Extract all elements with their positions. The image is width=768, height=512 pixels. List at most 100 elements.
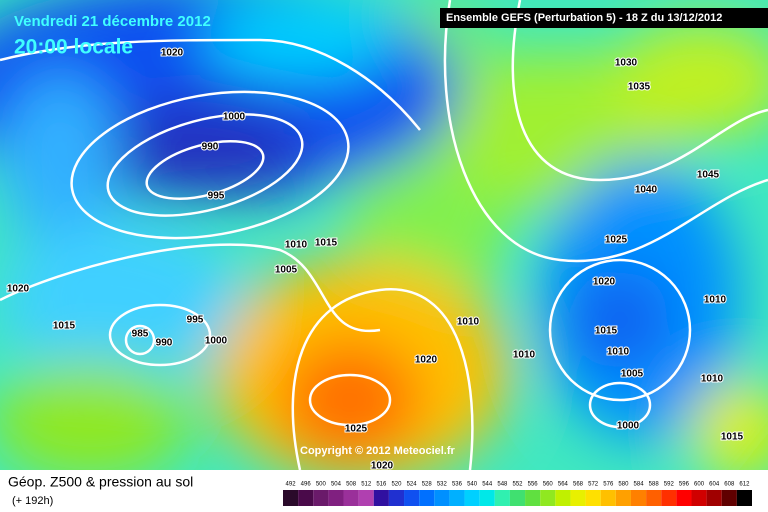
legend-swatch — [721, 490, 737, 506]
isobar-label: 1010 — [704, 295, 727, 306]
map-fill — [0, 0, 768, 470]
legend-swatch — [585, 490, 601, 506]
legend-label: 576 — [603, 482, 614, 488]
isobar-label: 1020 — [371, 461, 394, 472]
legend-label: 512 — [361, 482, 372, 488]
isobar-label: 990 — [202, 142, 219, 153]
legend-swatch — [434, 490, 450, 506]
isobar-label: 1015 — [53, 321, 76, 332]
isobar-label: 1000 — [617, 421, 640, 432]
legend-label: 516 — [376, 482, 387, 488]
isobar-label: 1010 — [607, 347, 630, 358]
legend-swatch — [570, 490, 586, 506]
legend-label: 572 — [588, 482, 599, 488]
isobars — [0, 0, 768, 470]
legend-label: 504 — [331, 482, 342, 488]
isobar-label: 1035 — [628, 82, 651, 93]
legend-swatch — [373, 490, 389, 506]
isobar-label: 1010 — [513, 350, 536, 361]
legend-swatch — [419, 490, 435, 506]
map-time: 20:00 locale — [14, 36, 133, 59]
legend-label: 584 — [634, 482, 645, 488]
legend-label: 580 — [618, 482, 629, 488]
legend-label: 536 — [452, 482, 463, 488]
legend-label: 544 — [482, 482, 493, 488]
isobar-label: 1020 — [7, 284, 30, 295]
legend-label: 568 — [573, 482, 584, 488]
isobar-label: 1005 — [275, 265, 298, 276]
legend-swatch — [646, 490, 662, 506]
legend-swatch — [525, 490, 541, 506]
isobar-label: 1045 — [697, 170, 720, 181]
isobar-label: 995 — [187, 315, 204, 326]
legend-label: 520 — [391, 482, 402, 488]
isobar-label: 995 — [208, 191, 225, 202]
legend-swatch — [449, 490, 465, 506]
legend-swatch — [706, 490, 722, 506]
isobar-label: 985 — [132, 329, 149, 340]
legend-label: 532 — [437, 482, 448, 488]
isobar-label: 1015 — [595, 326, 618, 337]
legend-label: 524 — [407, 482, 418, 488]
legend-swatch — [691, 490, 707, 506]
legend-swatch — [555, 490, 571, 506]
legend-label: 540 — [467, 482, 478, 488]
isobar-label: 1015 — [315, 238, 338, 249]
legend-label: 564 — [558, 482, 569, 488]
legend-swatch — [313, 490, 329, 506]
legend-swatch — [600, 490, 616, 506]
model-box — [440, 8, 768, 28]
isobar-label: 1020 — [415, 355, 438, 366]
legend-swatch — [464, 490, 480, 506]
legend-label: 492 — [286, 482, 297, 488]
legend-label: 528 — [422, 482, 433, 488]
legend-label: 552 — [512, 482, 523, 488]
isobar-label: 1025 — [345, 424, 368, 435]
height-field — [0, 0, 768, 470]
legend-label: 496 — [301, 482, 312, 488]
legend-swatch — [494, 490, 510, 506]
legend-swatch — [343, 490, 359, 506]
legend-label: 612 — [739, 482, 750, 488]
legend-swatch — [661, 490, 677, 506]
isobar-label: 1025 — [605, 235, 628, 246]
legend-swatch — [540, 490, 556, 506]
legend-swatch — [358, 490, 374, 506]
isobar-label: 1000 — [205, 336, 228, 347]
legend-swatch — [283, 490, 299, 506]
legend-label: 556 — [528, 482, 539, 488]
legend-label: 508 — [346, 482, 357, 488]
legend-label: 560 — [543, 482, 554, 488]
legend-swatch — [736, 490, 752, 506]
legend-swatch — [328, 490, 344, 506]
isobar-label: 1020 — [161, 48, 184, 59]
legend-swatch — [404, 490, 420, 506]
map-date: Vendredi 21 décembre 2012 — [14, 13, 211, 30]
legend-label: 596 — [679, 482, 690, 488]
legend-label: 608 — [724, 482, 735, 488]
isobar-label: 1000 — [223, 112, 246, 123]
isobar-label: 1040 — [635, 185, 658, 196]
isobar-label: 1010 — [701, 374, 724, 385]
legend-swatch — [630, 490, 647, 506]
isobar-label: 990 — [156, 338, 173, 349]
legend-label: 500 — [316, 482, 327, 488]
isobar-label: 1010 — [285, 240, 308, 251]
legend-label: 592 — [664, 482, 675, 488]
legend-label: 588 — [649, 482, 660, 488]
isobar-label: 1015 — [721, 432, 744, 443]
model-info: Ensemble GEFS (Perturbation 5) - 18 Z du… — [446, 12, 722, 24]
copyright: Copyright © 2012 Meteociel.fr — [300, 445, 456, 457]
caption-title: Géop. Z500 & pression au sol — [8, 474, 193, 490]
legend-swatch — [676, 490, 692, 506]
legend-label: 548 — [497, 482, 508, 488]
legend-swatch — [615, 490, 631, 506]
legend-swatch — [509, 490, 526, 506]
isobar-label: 1010 — [457, 317, 480, 328]
legend-swatch — [479, 490, 495, 506]
isobar-label: 1020 — [593, 277, 616, 288]
legend-label: 604 — [709, 482, 720, 488]
legend-label: 600 — [694, 482, 705, 488]
isobar-label: 1005 — [621, 369, 644, 380]
